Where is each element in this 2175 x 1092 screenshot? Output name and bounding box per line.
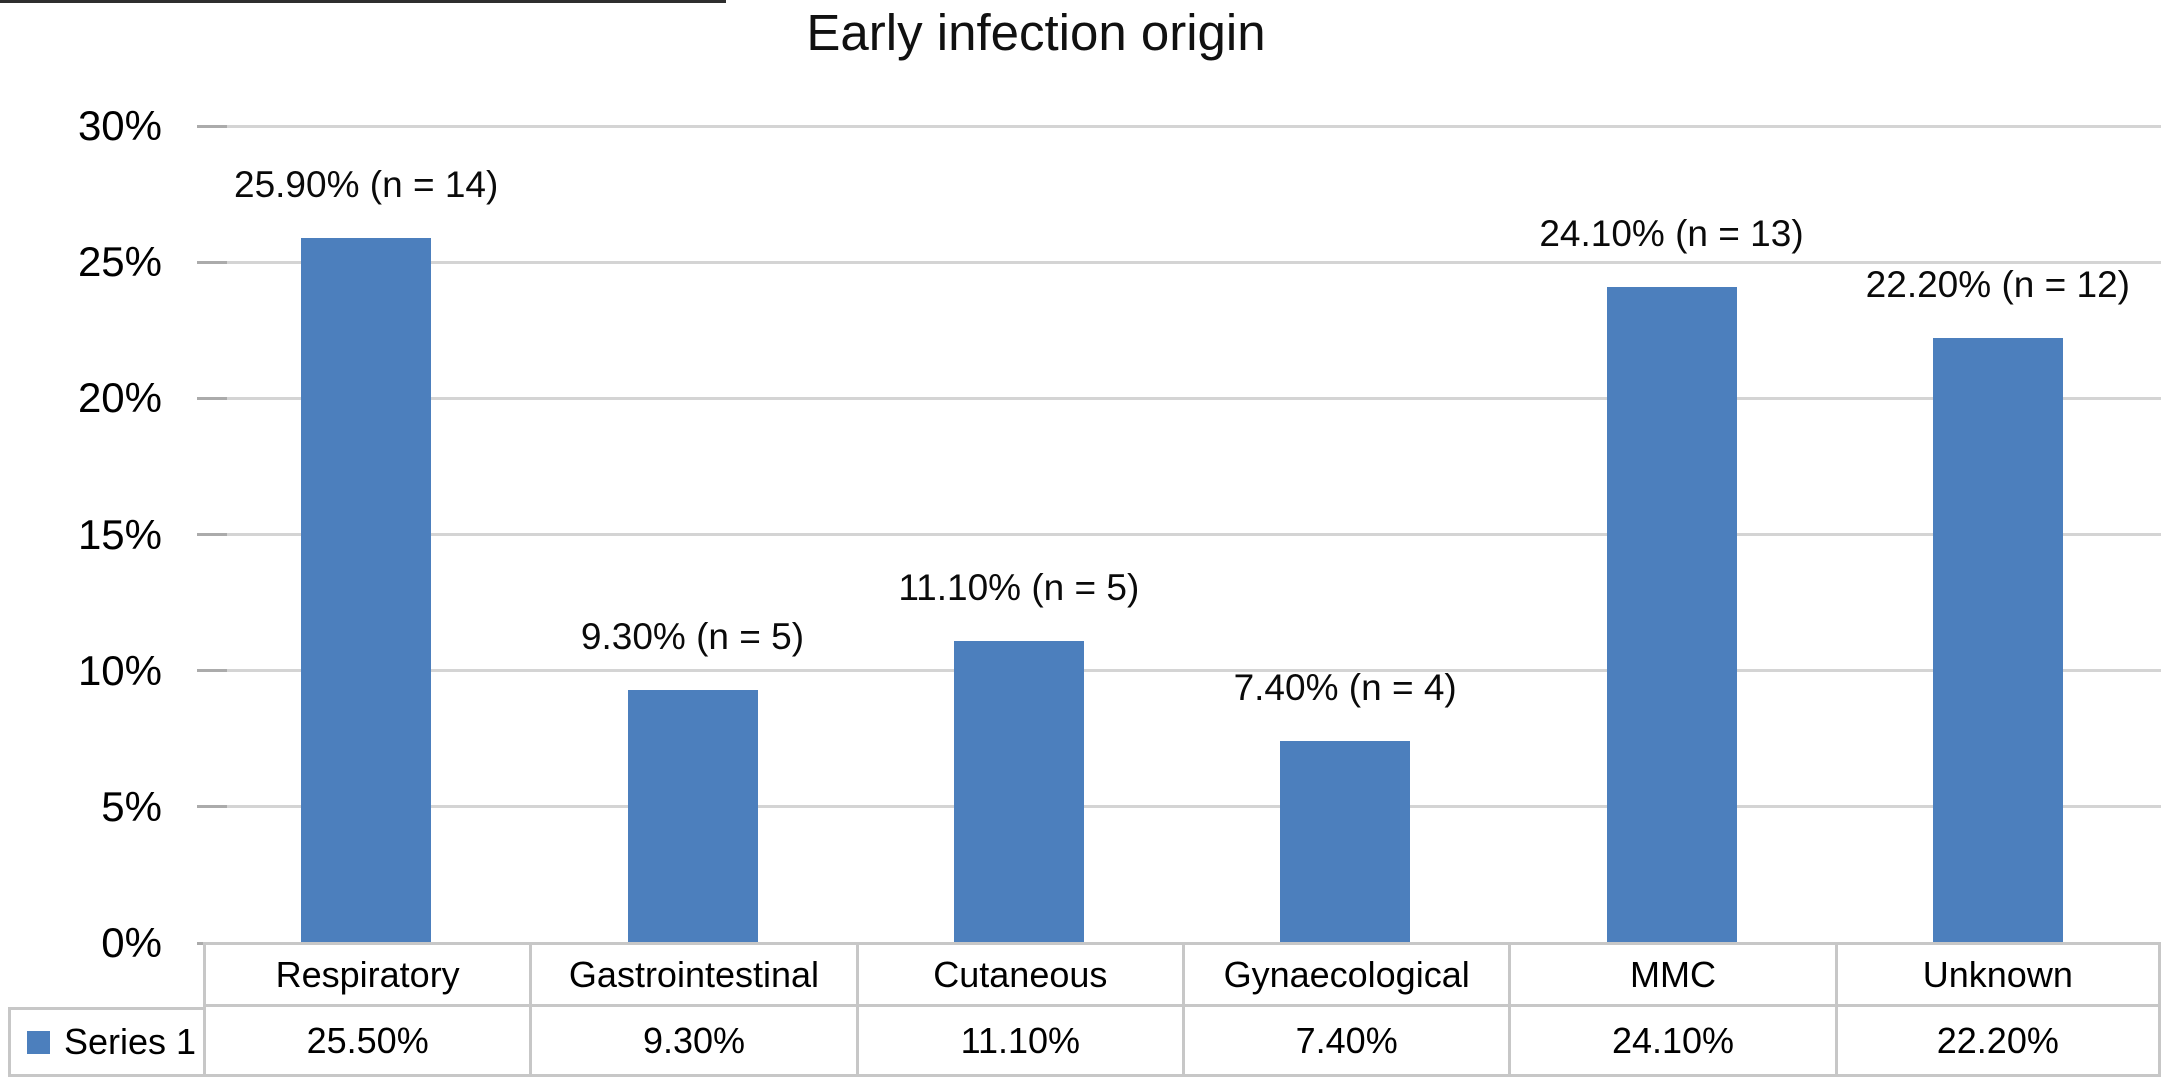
bar-unknown [1932, 338, 2063, 943]
y-axis-tick [197, 260, 227, 264]
legend-cell: Series 1 [8, 1007, 203, 1077]
table-header-respiratory: Respiratory [203, 942, 530, 1007]
table-value-gynaecological: 7.40% [1182, 1007, 1509, 1077]
y-axis-label: 15% [77, 510, 162, 558]
y-axis-tick [197, 669, 227, 673]
y-axis-tick [197, 533, 227, 536]
table-value-respiratory: 25.50% [203, 1007, 530, 1077]
bar-data-label: 7.40% (n = 4) [1233, 667, 1457, 709]
table-header-gastrointestinal: Gastrointestinal [529, 942, 856, 1007]
y-axis-label: 20% [77, 374, 162, 422]
y-axis-tick [197, 124, 227, 128]
legend-label: Series 1 [64, 1021, 197, 1062]
bar-mmc [1606, 286, 1737, 943]
bar-gynaecological [1280, 741, 1411, 943]
y-axis-label: 25% [77, 238, 162, 286]
table-value-gastrointestinal: 9.30% [529, 1007, 856, 1077]
gridline [203, 805, 2161, 809]
bar-data-label: 11.10% (n = 5) [898, 566, 1140, 608]
bar-data-label: 9.30% (n = 5) [580, 615, 805, 657]
bar-data-label: 22.20% (n = 12) [1865, 264, 2130, 306]
table-header-unknown: Unknown [1834, 942, 2161, 1007]
y-axis-label: 5% [101, 782, 162, 830]
table-header-mmc: MMC [1508, 942, 1835, 1007]
chart-title: Early infection origin [806, 4, 1266, 61]
bar-gastrointestinal [627, 689, 758, 943]
bar-cutaneous [953, 640, 1084, 943]
series1-legend-swatch [27, 1030, 50, 1054]
scan-artifact-line [0, 0, 726, 3]
table-header-gynaecological: Gynaecological [1182, 942, 1509, 1007]
gridline [203, 396, 2161, 400]
table-value-mmc: 24.10% [1508, 1007, 1835, 1077]
bar-respiratory [301, 237, 432, 943]
y-axis-label: 10% [77, 646, 162, 694]
table-value-cutaneous: 11.10% [855, 1007, 1182, 1077]
bar-data-label: 25.90% (n = 14) [234, 163, 499, 205]
y-axis-tick [197, 805, 227, 809]
bar-data-label: 24.10% (n = 13) [1539, 212, 1804, 254]
y-axis-label: 0% [101, 919, 162, 966]
gridline [203, 124, 2161, 128]
gridline [203, 260, 2161, 264]
table-header-cutaneous: Cutaneous [855, 942, 1182, 1007]
table-value-unknown: 22.20% [1834, 1007, 2161, 1077]
gridline [203, 669, 2161, 673]
y-axis-tick [197, 396, 227, 400]
y-axis-label: 30% [77, 102, 162, 149]
gridline [203, 533, 2161, 536]
